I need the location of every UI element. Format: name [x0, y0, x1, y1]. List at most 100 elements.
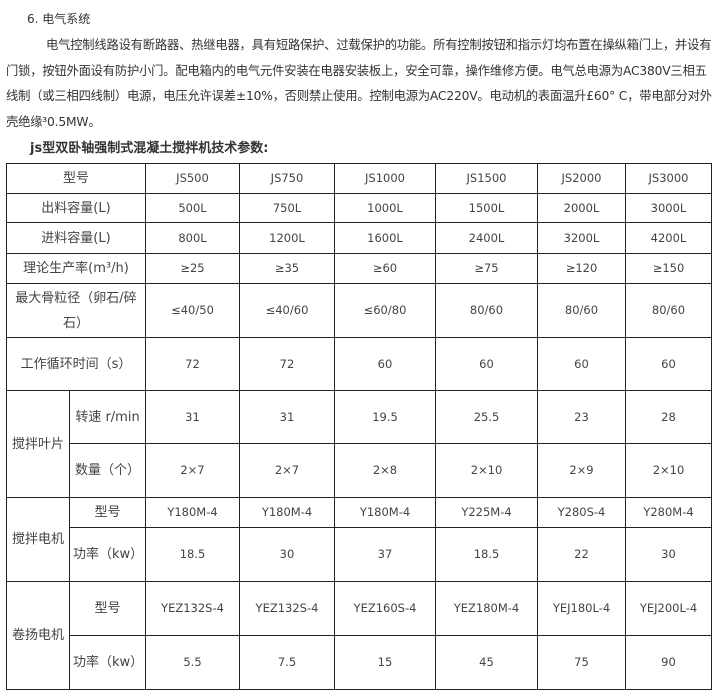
value-cell: 80/60	[537, 283, 626, 338]
table-row: 搅拌叶片 转速 r/min 31 31 19.5 25.5 23 28	[6, 390, 712, 498]
value-cell: 60	[625, 337, 712, 391]
value-cell: 2×8	[334, 443, 436, 498]
value-cell: YEZ160S-4	[334, 581, 436, 636]
value-cell: 2×9	[537, 443, 626, 498]
row-label: 最大骨粒径（卵石/碎石）	[6, 283, 146, 338]
table-row: 功率（kw） 5.5 7.5 15 45 75 90	[7, 635, 712, 690]
model-cell: JS750	[239, 163, 335, 194]
value-cell: 30	[625, 527, 712, 582]
value-cell: 45	[435, 635, 538, 690]
table-row: 出料容量(L) 500L 750L 1000L 1500L 2000L 3000L	[6, 193, 712, 223]
value-cell: 30	[239, 527, 335, 582]
value-cell: YEZ132S-4	[145, 581, 240, 636]
value-cell: YEZ132S-4	[239, 581, 335, 636]
value-cell: YEJ200L-4	[625, 581, 712, 636]
value-cell: 31	[145, 390, 240, 444]
value-cell: Y225M-4	[435, 497, 538, 528]
value-cell: 4200L	[625, 222, 712, 254]
sub-label: 功率（kw）	[69, 527, 146, 582]
value-cell: ≥60	[334, 253, 436, 284]
header-row: 型号 JS500 JS750 JS1000 JS1500 JS2000 JS3000	[6, 163, 712, 194]
value-cell: 5.5	[145, 635, 240, 690]
value-cell: 2×7	[239, 443, 335, 498]
value-cell: YEZ180M-4	[435, 581, 538, 636]
sub-label: 型号	[69, 497, 146, 528]
value-cell: YEJ180L-4	[537, 581, 626, 636]
value-cell: 80/60	[435, 283, 538, 338]
value-cell: 2×7	[145, 443, 240, 498]
value-cell: 25.5	[435, 390, 538, 444]
model-cell: JS1000	[334, 163, 436, 194]
row-label: 出料容量(L)	[6, 193, 146, 223]
value-cell: 80/60	[625, 283, 712, 338]
table-row: 数量（个） 2×7 2×7 2×8 2×10 2×9 2×10	[7, 443, 712, 498]
value-cell: Y180M-4	[334, 497, 436, 528]
value-cell: 28	[625, 390, 712, 444]
value-cell: 22	[537, 527, 626, 582]
group-label: 搅拌电机	[6, 497, 70, 582]
table-row: 进料容量(L) 800L 1200L 1600L 2400L 3200L 4200L	[6, 222, 712, 254]
table-row: 理论生产率(m³/h) ≥25 ≥35 ≥60 ≥75 ≥120 ≥150	[6, 253, 712, 284]
value-cell: 2×10	[435, 443, 538, 498]
value-cell: 72	[145, 337, 240, 391]
sub-label: 功率（kw）	[69, 635, 146, 690]
header-label: 型号	[6, 163, 146, 194]
value-cell: 800L	[145, 222, 240, 254]
value-cell: 19.5	[334, 390, 436, 444]
value-cell: ≥120	[537, 253, 626, 284]
value-cell: 18.5	[435, 527, 538, 582]
value-cell: 3200L	[537, 222, 626, 254]
table-heading: js型双卧轴强制式混凝土搅拌机技术参数:	[30, 141, 269, 156]
model-cell: JS500	[145, 163, 240, 194]
group-label: 卷扬电机	[6, 581, 70, 690]
value-cell: 500L	[145, 193, 240, 223]
table-row: 工作循环时间（s） 72 72 60 60 60 60	[6, 337, 712, 391]
value-cell: 750L	[239, 193, 335, 223]
value-cell: ≥150	[625, 253, 712, 284]
value-cell: Y280S-4	[537, 497, 626, 528]
sub-label: 转速 r/min	[69, 390, 146, 444]
row-label: 进料容量(L)	[6, 222, 146, 254]
value-cell: 3000L	[625, 193, 712, 223]
spec-table: 型号 JS500 JS750 JS1000 JS1500 JS2000 JS3000 出料容量…	[6, 163, 712, 690]
model-cell: JS1500	[435, 163, 538, 194]
value-cell: 60	[537, 337, 626, 391]
model-cell: JS3000	[625, 163, 712, 194]
sub-label: 数量（个）	[69, 443, 146, 498]
value-cell: 75	[537, 635, 626, 690]
value-cell: 2×10	[625, 443, 712, 498]
value-cell: 2400L	[435, 222, 538, 254]
value-cell: Y280M-4	[625, 497, 712, 528]
value-cell: 37	[334, 527, 436, 582]
value-cell: 7.5	[239, 635, 335, 690]
table-row: 最大骨粒径（卵石/碎石） ≤40/50 ≤40/60 ≤60/80 80/60 80/60…	[6, 283, 712, 338]
electrical-paragraph: 电气控制线路设有断路器、热继电器，具有短路保护、过载保护的功能。所有控制按钮和指…	[6, 38, 712, 129]
value-cell: 90	[625, 635, 712, 690]
table-row: 卷扬电机 型号 YEZ132S-4 YEZ132S-4 YEZ160S-4 YEZ180M…	[6, 581, 712, 690]
value-cell: ≥35	[239, 253, 335, 284]
value-cell: 1000L	[334, 193, 436, 223]
value-cell: ≤60/80	[334, 283, 436, 338]
value-cell: 31	[239, 390, 335, 444]
value-cell: 18.5	[145, 527, 240, 582]
value-cell: 60	[435, 337, 538, 391]
value-cell: ≥75	[435, 253, 538, 284]
row-label: 理论生产率(m³/h)	[6, 253, 146, 284]
value-cell: 1200L	[239, 222, 335, 254]
sub-label: 型号	[69, 581, 146, 636]
value-cell: 1600L	[334, 222, 436, 254]
value-cell: 60	[334, 337, 436, 391]
value-cell: Y180M-4	[145, 497, 240, 528]
value-cell: 23	[537, 390, 626, 444]
value-cell: 15	[334, 635, 436, 690]
table-row: 功率（kw） 18.5 30 37 18.5 22 30	[7, 527, 712, 582]
value-cell: 72	[239, 337, 335, 391]
row-label: 工作循环时间（s）	[6, 337, 146, 391]
group-label: 搅拌叶片	[6, 390, 70, 498]
value-cell: ≥25	[145, 253, 240, 284]
model-cell: JS2000	[537, 163, 626, 194]
section-title: 6. 电气系统	[27, 12, 91, 26]
value-cell: 2000L	[537, 193, 626, 223]
value-cell: 1500L	[435, 193, 538, 223]
value-cell: ≤40/60	[239, 283, 335, 338]
